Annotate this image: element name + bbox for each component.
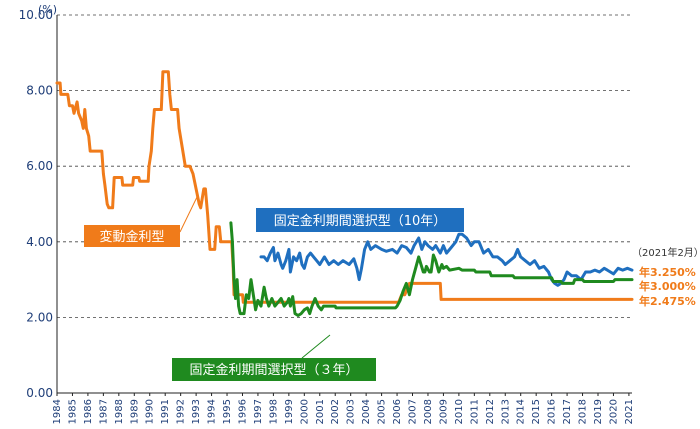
series-line-1 (259, 232, 634, 287)
label-floating: 変動金利型 (99, 229, 164, 245)
x-tick-label: 1992 (176, 399, 187, 424)
gridlines (57, 14, 632, 318)
x-axis-ticks: 1984 1985 1986 1987 1988 1989 1990 1991 1992 1993… (52, 393, 635, 424)
x-tick-label: 2005 (377, 399, 388, 424)
y-tick-label: 0.00 (26, 386, 53, 400)
x-tick-label: 1995 (222, 399, 233, 424)
x-tick-label: 1998 (268, 399, 279, 424)
x-tick-label: 2009 (438, 399, 449, 424)
series-lines (55, 70, 634, 317)
x-tick-label: 1996 (237, 399, 248, 424)
end-value-floating: 年2.475% (639, 294, 696, 308)
end-value-fixed3: 年3.000% (639, 279, 696, 293)
x-tick-label: 1986 (83, 399, 94, 424)
x-tick-label: 2018 (578, 399, 589, 424)
x-tick-label: 1984 (52, 399, 63, 424)
y-unit-label: (%) (38, 3, 57, 16)
x-tick-label: 2021 (624, 399, 635, 424)
y-tick-label: 8.00 (26, 84, 53, 98)
x-tick-label: 2011 (469, 399, 480, 424)
x-tick-label: 2001 (315, 399, 326, 424)
x-tick-label: 2019 (593, 399, 604, 424)
leader-fixed3 (301, 334, 331, 359)
x-tick-label: 2000 (299, 399, 310, 424)
x-tick-label: 1989 (129, 399, 140, 424)
x-tick-label: 1985 (67, 399, 78, 424)
x-tick-label: 2008 (423, 399, 434, 424)
y-tick-label: 2.00 (26, 310, 53, 324)
label-box-floating (84, 225, 180, 247)
x-tick-label: 2003 (346, 399, 357, 424)
label-fixed10: 固定金利期間選択型（10年） (274, 213, 447, 229)
x-tick-label: 1993 (191, 399, 202, 424)
x-tick-label: 1999 (284, 399, 295, 424)
label-fixed3: 固定金利期間選択型（３年） (189, 362, 358, 378)
x-tick-label: 1988 (114, 399, 125, 424)
label-box-fixed10 (256, 208, 464, 232)
x-tick-label: 2016 (547, 399, 558, 424)
x-tick-label: 2017 (562, 399, 573, 424)
x-tick-label: 2015 (531, 399, 542, 424)
leader-floating (179, 194, 199, 233)
x-tick-label: 1991 (160, 399, 171, 424)
series-line-2 (229, 221, 634, 317)
x-tick-label: 2010 (454, 399, 465, 424)
x-tick-label: 2012 (485, 399, 496, 424)
x-tick-label: 2014 (516, 399, 527, 424)
y-tick-label: 4.00 (26, 235, 53, 249)
y-tick-label: 10.00 (19, 8, 53, 22)
x-tick-label: 2002 (330, 399, 341, 424)
y-tick-label: 6.00 (26, 159, 53, 173)
x-tick-label: 2004 (361, 399, 372, 424)
x-tick-label: 2013 (500, 399, 511, 424)
y-axis-ticks: 0.00 2.00 4.00 6.00 8.00 10.00 (19, 8, 53, 400)
x-tick-label: 1994 (207, 399, 218, 424)
x-tick-label: 2006 (392, 399, 403, 424)
label-box-fixed3 (172, 358, 376, 381)
end-value-fixed10: 年3.250% (639, 265, 696, 279)
x-tick-label: 1997 (253, 399, 264, 424)
x-tick-label: 2007 (408, 399, 419, 424)
x-tick-label: 2020 (608, 399, 619, 424)
x-tick-label: 1990 (145, 399, 156, 424)
as-of-note: （2021年2月） (632, 246, 700, 259)
x-tick-label: 1987 (98, 399, 109, 424)
